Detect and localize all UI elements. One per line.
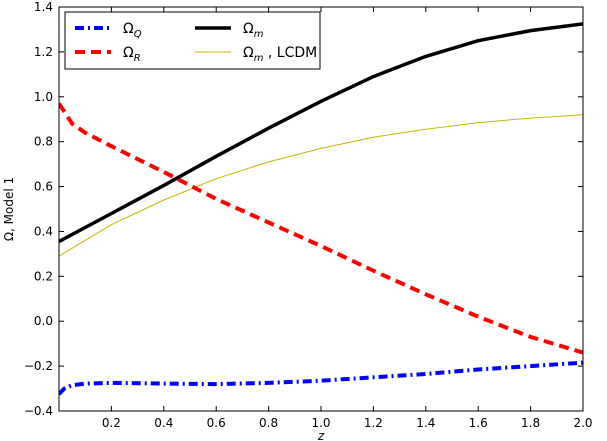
x-tick-label: 1.0 bbox=[311, 416, 330, 430]
x-tick-label: 1.2 bbox=[364, 416, 383, 430]
y-tick-label: 0.8 bbox=[34, 135, 53, 149]
y-tick-label: 0.4 bbox=[34, 224, 53, 238]
x-tick-label: 1.8 bbox=[521, 416, 540, 430]
legend-box bbox=[64, 11, 321, 70]
y-tick-label: −0.2 bbox=[24, 359, 53, 373]
series-line-1 bbox=[59, 102, 583, 355]
legend-entry-3: Ωm , LCDM bbox=[243, 45, 317, 64]
y-tick-label: 1.0 bbox=[34, 90, 53, 104]
series-line-2 bbox=[59, 22, 583, 244]
x-axis-label: z bbox=[317, 429, 325, 441]
x-tick-label: 2.0 bbox=[573, 416, 592, 430]
plot-area bbox=[59, 22, 583, 396]
series-line-3 bbox=[59, 114, 583, 257]
legend-entry-0: ΩQ bbox=[123, 21, 142, 40]
y-axis: −0.4 −0.2 0.0 0.2 0.4 0.6 0.8 1.0 1.2 1.4 bbox=[24, 0, 583, 418]
x-tick-label: 0.8 bbox=[259, 416, 278, 430]
legend: ΩQ ΩR Ωm Ωm , LCDM bbox=[64, 11, 321, 70]
legend-entry-1: ΩR bbox=[123, 45, 141, 64]
legend-entry-2: Ωm bbox=[243, 21, 264, 40]
x-axis: 0.2 0.4 0.6 0.8 1.0 1.2 1.4 1.6 1.8 2.0 bbox=[102, 7, 593, 430]
y-tick-label: 1.4 bbox=[34, 0, 53, 14]
y-tick-label: 0.6 bbox=[34, 180, 53, 194]
y-tick-label: −0.4 bbox=[24, 404, 53, 418]
x-tick-label: 0.4 bbox=[154, 416, 173, 430]
y-tick-label: 0.2 bbox=[34, 269, 53, 283]
series-line-0 bbox=[59, 360, 583, 396]
x-tick-label: 0.2 bbox=[102, 416, 121, 430]
x-tick-label: 1.4 bbox=[416, 416, 435, 430]
x-tick-label: 0.6 bbox=[207, 416, 226, 430]
y-axis-label: Ω, Model 1 bbox=[2, 177, 16, 241]
y-tick-label: 0.0 bbox=[34, 314, 53, 328]
y-tick-label: 1.2 bbox=[34, 45, 53, 59]
x-tick-label: 1.6 bbox=[469, 416, 488, 430]
